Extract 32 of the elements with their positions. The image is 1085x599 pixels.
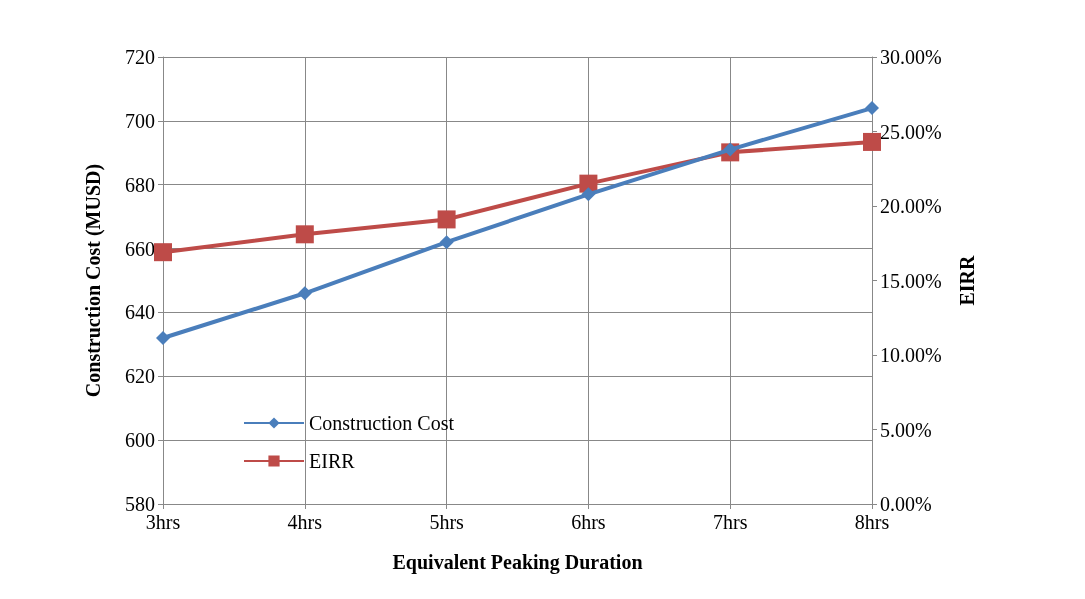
y2-tick-label: 10.00%	[880, 344, 942, 366]
y-tick-label: 640	[125, 301, 155, 324]
x-tick-label: 6hrs	[571, 511, 606, 533]
point	[154, 243, 172, 262]
point	[297, 286, 312, 301]
y-tick-label: 700	[125, 109, 155, 132]
point	[865, 101, 879, 116]
y2-tick-label: 25.00%	[880, 120, 942, 143]
y2-tick-label: 5.00%	[880, 418, 932, 441]
legend-label: EIRR	[309, 450, 356, 472]
point	[437, 210, 456, 229]
x-tick-label: 5hrs	[429, 511, 465, 533]
y2-tick-label: 15.00%	[880, 269, 942, 292]
point	[723, 142, 738, 157]
y2-tick-label: 30.00%	[880, 46, 942, 68]
y2-axis-title: EIRR	[956, 254, 978, 306]
y-axis-title: Construction Cost (MUSD)	[82, 163, 105, 398]
y2-tick-label: 20.00%	[880, 195, 942, 217]
y-tick-label: 660	[125, 237, 155, 260]
x-axis-title: Equivalent Peaking Duration	[392, 551, 643, 574]
point	[581, 187, 596, 202]
y-tick-label: 600	[125, 429, 155, 452]
point	[156, 330, 170, 345]
point	[295, 225, 314, 244]
y-tick-label: 720	[125, 46, 155, 68]
legend-label: Construction Cost	[309, 412, 455, 434]
x-tick-label: 4hrs	[287, 511, 323, 533]
y-tick-label: 680	[125, 173, 155, 196]
point	[439, 235, 454, 250]
y-tick-label: 620	[125, 365, 155, 388]
x-tick-label: 7hrs	[712, 511, 748, 533]
point	[863, 132, 881, 151]
